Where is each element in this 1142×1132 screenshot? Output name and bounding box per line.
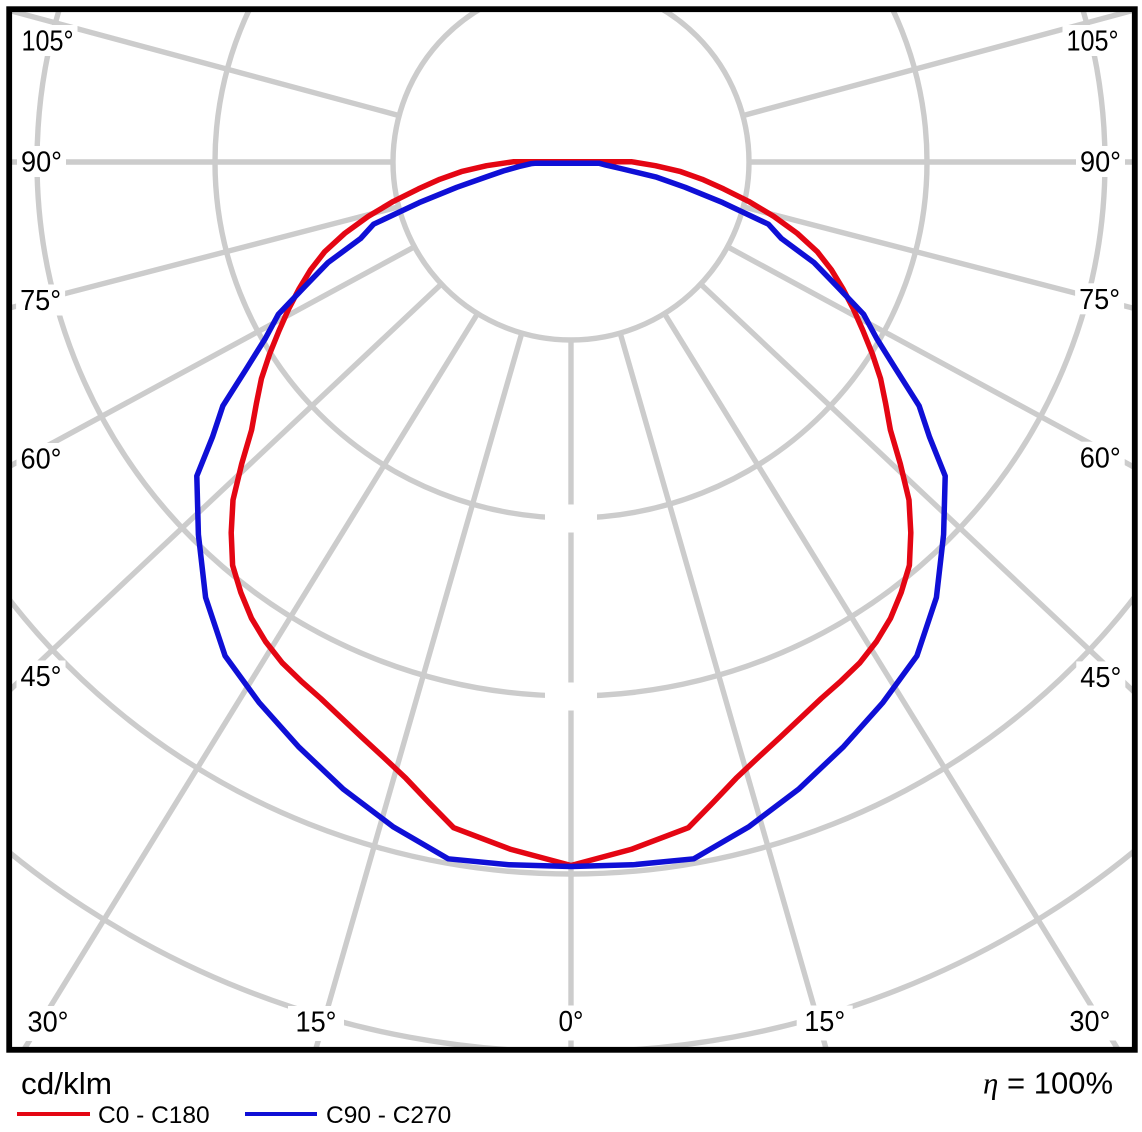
svg-text:30°: 30° — [28, 1007, 69, 1039]
svg-text:45°: 45° — [1080, 662, 1121, 694]
svg-text:75°: 75° — [20, 285, 61, 317]
svg-text:30°: 30° — [1069, 1006, 1110, 1038]
svg-text:105°: 105° — [1067, 26, 1119, 58]
svg-text:15°: 15° — [296, 1007, 337, 1039]
svg-text:15°: 15° — [804, 1006, 845, 1038]
svg-text:60°: 60° — [21, 444, 62, 476]
svg-text:105°: 105° — [22, 26, 74, 58]
svg-text:45°: 45° — [21, 661, 62, 693]
svg-text:90°: 90° — [21, 147, 62, 179]
svg-text:η = 100%: η = 100% — [983, 1065, 1113, 1100]
svg-text:cd/klm: cd/klm — [21, 1066, 112, 1101]
svg-text:75°: 75° — [1079, 284, 1120, 316]
svg-text:60°: 60° — [1080, 442, 1121, 474]
svg-text:0°: 0° — [559, 1006, 584, 1038]
svg-text:C90 - C270: C90 - C270 — [326, 1102, 451, 1129]
svg-text:C0 - C180: C0 - C180 — [98, 1102, 210, 1129]
svg-text:90°: 90° — [1080, 147, 1121, 179]
